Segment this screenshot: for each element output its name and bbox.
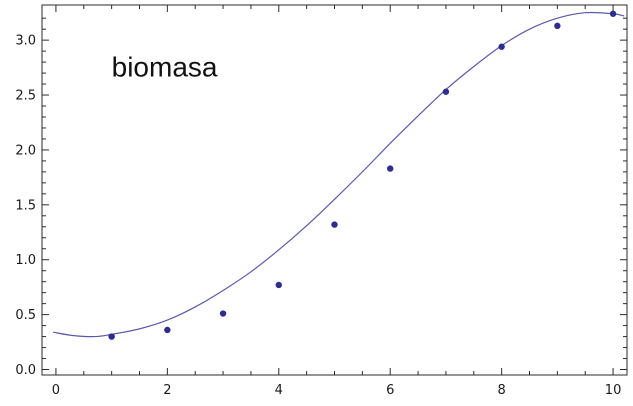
y-tick-label: 1.0 bbox=[15, 253, 36, 268]
data-point bbox=[387, 165, 394, 172]
fitted-curve bbox=[53, 11, 625, 338]
y-tick-label: 3.0 bbox=[15, 34, 36, 49]
x-tick-label: 8 bbox=[498, 383, 506, 398]
chart-annotation: biomasa bbox=[112, 51, 218, 82]
y-tick-label: 0.0 bbox=[15, 363, 36, 378]
data-point bbox=[442, 88, 450, 95]
y-tick-label: 1.5 bbox=[15, 198, 36, 213]
x-tick-label: 2 bbox=[163, 383, 171, 398]
data-point bbox=[498, 43, 505, 50]
data-point bbox=[219, 310, 227, 317]
data-point bbox=[275, 281, 282, 289]
data-point bbox=[609, 10, 617, 17]
data-point bbox=[164, 326, 171, 334]
y-tick-label: 0.5 bbox=[15, 308, 36, 323]
y-axis-ticks: 0.0 0.5 1.0 1.5 2.0 2.5 3.0 bbox=[15, 17, 627, 378]
x-tick-label: 0 bbox=[52, 383, 60, 398]
x-axis-ticks: 0 2 4 6 8 10 bbox=[52, 5, 622, 398]
y-tick-label: 2.0 bbox=[15, 143, 36, 158]
x-tick-label: 6 bbox=[386, 383, 394, 398]
x-tick-label: 4 bbox=[275, 383, 283, 398]
x-tick-label: 10 bbox=[605, 383, 622, 398]
data-point bbox=[554, 22, 561, 30]
fitted-curve-layer bbox=[53, 11, 625, 338]
y-tick-label: 2.5 bbox=[15, 89, 36, 104]
data-points-layer bbox=[108, 10, 617, 340]
data-point bbox=[108, 333, 115, 340]
data-point bbox=[331, 221, 338, 228]
